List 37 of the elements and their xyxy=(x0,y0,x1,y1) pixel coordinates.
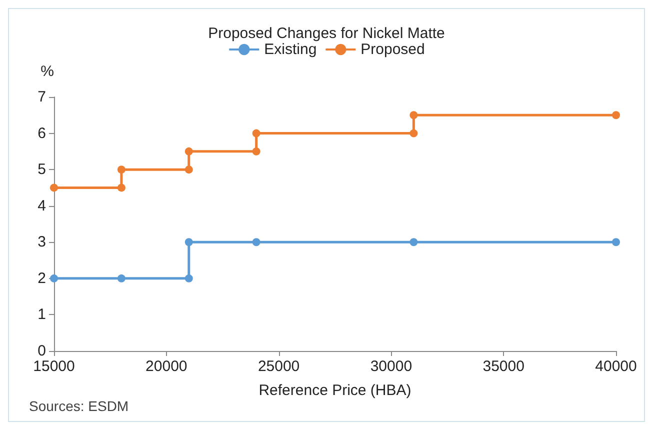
point xyxy=(612,238,620,246)
point xyxy=(50,184,58,192)
chart-title: Proposed Changes for Nickel Matte xyxy=(208,25,445,42)
x-axis-title: Reference Price (HBA) xyxy=(258,382,412,399)
point xyxy=(184,238,193,246)
point xyxy=(117,166,126,174)
point xyxy=(117,274,126,282)
y-tick-label: 6 xyxy=(38,124,46,142)
x-tick-label: 35000 xyxy=(482,358,524,375)
y-tick-label: 5 xyxy=(38,161,46,178)
x-tick-label: 25000 xyxy=(258,358,300,375)
x-tick-label: 30000 xyxy=(370,358,412,375)
y-tick-label: 4 xyxy=(38,197,46,214)
point xyxy=(612,111,620,120)
point xyxy=(184,147,193,156)
y-tick-label: 0 xyxy=(38,342,46,360)
y-axis-title: % xyxy=(40,63,54,80)
legend-label: Existing xyxy=(264,41,317,58)
point xyxy=(184,166,193,174)
point xyxy=(117,184,126,192)
point xyxy=(252,238,260,246)
point xyxy=(252,129,260,138)
point xyxy=(184,274,193,282)
x-tick-label: 40000 xyxy=(595,358,637,375)
x-tick-label: 20000 xyxy=(146,358,188,375)
source-note: Sources: ESDM xyxy=(29,398,129,414)
y-tick-label: 7 xyxy=(38,88,46,106)
point xyxy=(252,147,260,156)
y-tick-label: 2 xyxy=(38,270,46,287)
x-tick-label: 15000 xyxy=(33,358,75,375)
point xyxy=(410,129,418,138)
point xyxy=(50,274,58,282)
y-tick-label: 1 xyxy=(38,306,46,324)
point xyxy=(410,238,418,246)
y-tick-label: 3 xyxy=(38,234,46,251)
legend-label: Proposed xyxy=(360,41,425,58)
point xyxy=(410,111,418,120)
